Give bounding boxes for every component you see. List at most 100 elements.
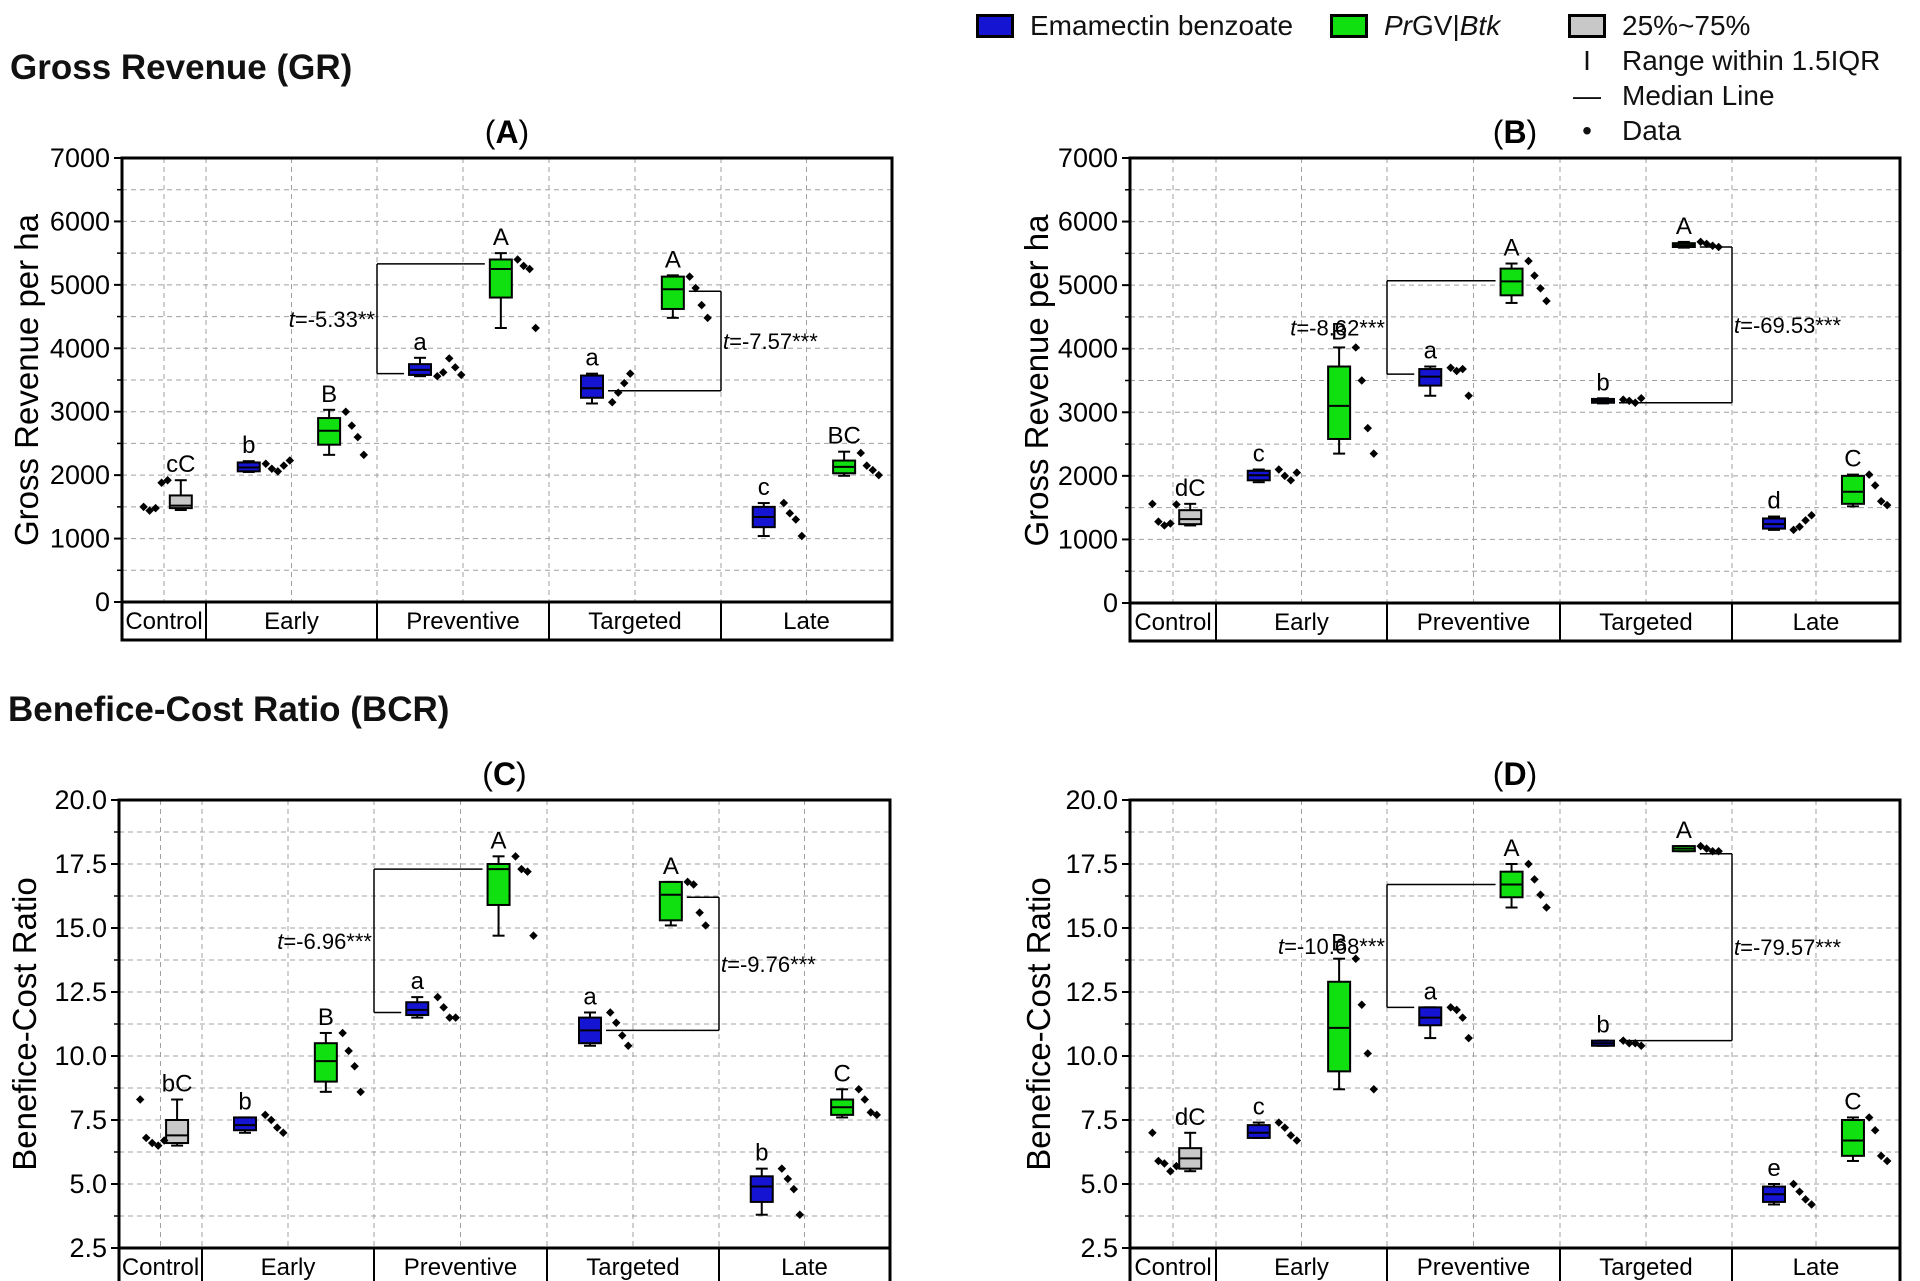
t-test-label: t=-79.57*** <box>1734 935 1841 960</box>
y-tick-label: 7000 <box>50 143 110 173</box>
category-label: Late <box>781 1254 828 1281</box>
data-point <box>607 397 617 407</box>
data-point <box>866 1108 876 1117</box>
box-early-emamectin: b <box>236 432 295 476</box>
category-row <box>120 600 894 642</box>
data-point <box>1166 1166 1175 1176</box>
data-point <box>445 1013 454 1022</box>
data-point <box>874 470 884 480</box>
data-point <box>1369 449 1379 458</box>
box-body <box>486 863 511 906</box>
data-point <box>1807 1200 1816 1209</box>
data-point <box>511 852 520 861</box>
data-point <box>353 432 363 442</box>
box-body <box>1418 1006 1443 1027</box>
box-body <box>165 1119 190 1145</box>
category-label: Control <box>1134 609 1211 636</box>
data-point <box>525 264 534 274</box>
data-point <box>1618 395 1628 404</box>
data-point <box>789 1184 799 1194</box>
data-point <box>791 515 801 524</box>
data-point <box>1636 1041 1646 1051</box>
t-test-bracket: t=-7.57*** <box>608 290 818 392</box>
category-row <box>117 1246 892 1281</box>
t-test-bracket: t=-69.53*** <box>1619 246 1841 404</box>
data-point <box>531 323 540 333</box>
box-early-emamectin: b <box>233 1088 288 1138</box>
data-point <box>1274 1118 1284 1127</box>
significance-label: C <box>833 1060 850 1087</box>
category-label: Preventive <box>1417 609 1530 636</box>
y-tick-label: 5.0 <box>1080 1169 1118 1199</box>
data-point <box>613 388 623 397</box>
box-targeted-prgv: A <box>1671 213 1723 252</box>
y-tick-label: 6000 <box>50 206 110 236</box>
box-targeted-prgv: A <box>658 853 710 930</box>
data-point <box>517 864 526 874</box>
y-tick-label: 20.0 <box>54 785 107 815</box>
legend-label-prgv: PrGV|Btk <box>1384 10 1501 41</box>
t-test-bracket: t=-6.96*** <box>277 868 483 1014</box>
y-tick-label: 3000 <box>50 397 110 427</box>
data-point <box>145 506 154 515</box>
box-late-emamectin: e <box>1762 1155 1816 1209</box>
gr-section-title: Gross Revenue (GR) <box>10 48 353 87</box>
data-point <box>1274 465 1284 474</box>
t-test-label: t=-6.96*** <box>277 929 372 954</box>
data-point <box>795 1210 805 1219</box>
data-point <box>1292 1136 1302 1145</box>
y-tick-label: 2000 <box>50 460 110 490</box>
t-test-label: t=-7.57*** <box>723 329 818 354</box>
data-point <box>683 877 692 887</box>
y-tick-label: 7.5 <box>1080 1105 1118 1135</box>
data-point <box>1160 1159 1169 1168</box>
data-point <box>338 1028 347 1038</box>
box-early-prgv: B <box>317 381 369 460</box>
box-control-control: cC <box>139 451 195 515</box>
legend-swatch-box <box>1568 14 1606 38</box>
data-point <box>1148 499 1157 509</box>
t-test-label: t=-69.53*** <box>1734 313 1841 338</box>
box-body <box>1178 509 1203 526</box>
y-tick-label: 6000 <box>1058 207 1118 237</box>
data-point <box>356 1087 365 1097</box>
data-point <box>1154 517 1163 526</box>
significance-label: b <box>755 1140 768 1167</box>
box-control-control: dC <box>1148 1104 1206 1176</box>
box-preventive-emamectin: a <box>408 329 466 381</box>
data-point <box>619 378 629 388</box>
box-early-prgv: B <box>1327 930 1379 1094</box>
legend-item-emamectin: Emamectin benzoate <box>976 10 1293 42</box>
y-axis-label: Benefice-Cost Ratio <box>6 877 43 1170</box>
box-body <box>1327 980 1352 1073</box>
significance-label: dC <box>1175 475 1206 502</box>
data-point <box>279 461 289 470</box>
y-tick-label: 5000 <box>50 270 110 300</box>
legend-label-box: 25%~75% <box>1622 10 1751 41</box>
box-targeted-emamectin: b <box>1591 369 1646 407</box>
data-point <box>1530 271 1539 280</box>
data-point <box>862 461 872 470</box>
significance-label: B <box>1331 930 1347 957</box>
y-tick-label: 10.0 <box>1065 1041 1118 1071</box>
data-point <box>1864 470 1874 479</box>
significance-label: BC <box>827 423 860 450</box>
legend-label-range: Range within 1.5IQR <box>1622 45 1881 76</box>
data-point <box>617 1031 627 1040</box>
significance-label: c <box>758 474 770 501</box>
box-body <box>1246 1124 1271 1139</box>
significance-label: bC <box>162 1071 193 1098</box>
panel-title: (D) <box>1493 756 1537 792</box>
data-point <box>1524 859 1533 869</box>
chart-panel-3: (C) 2.5 5.0 7.5 10.0 12.5 15.0 17.5 20.0 Benefice… <box>6 756 892 1281</box>
data-point <box>285 456 295 465</box>
y-tick-label: 2000 <box>1058 461 1118 491</box>
y-axis-label: Gross Revenue per ha <box>1018 214 1055 547</box>
category-row <box>1128 601 1902 643</box>
y-tick-label: 17.5 <box>54 849 107 879</box>
data-point <box>797 531 807 541</box>
category-label: Early <box>264 608 319 635</box>
category-label: Preventive <box>1417 1254 1530 1281</box>
panel-title: (A) <box>485 114 529 150</box>
